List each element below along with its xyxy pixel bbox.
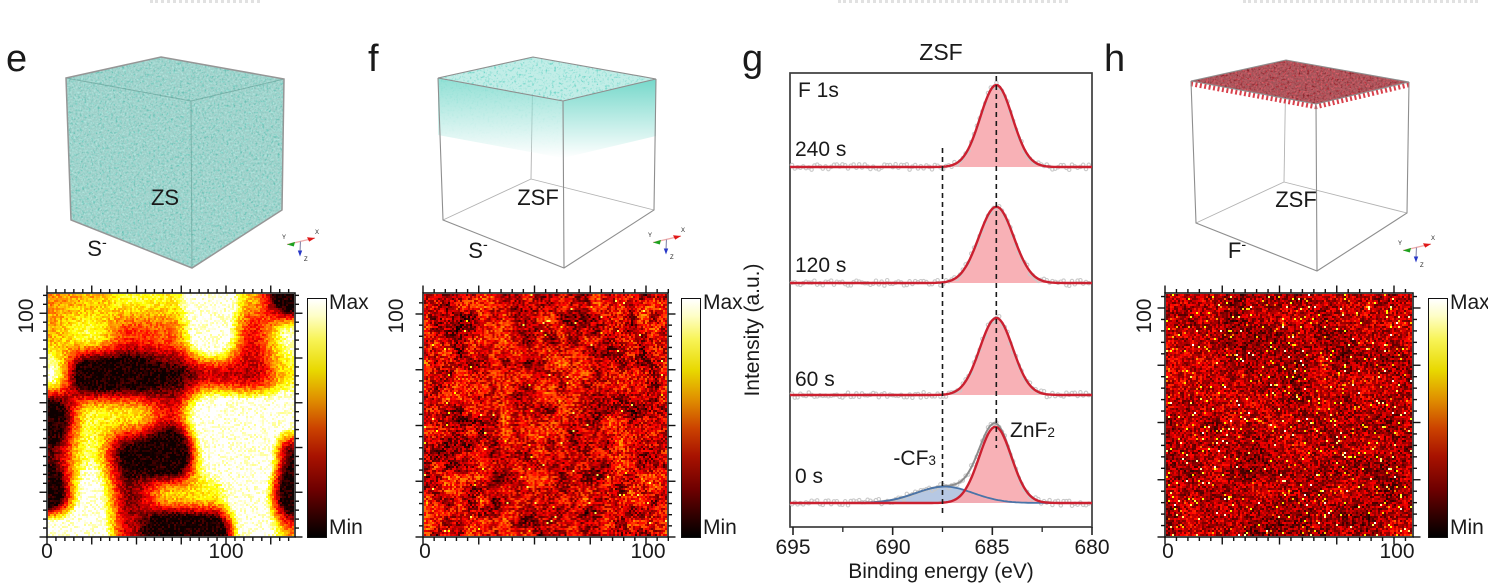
- x-tick-0: 0: [41, 540, 53, 563]
- svg-text:Z: Z: [304, 257, 308, 263]
- y-tick-100: 100: [14, 298, 38, 334]
- panel-letter-f: f: [368, 38, 379, 80]
- colorbar-e: [307, 298, 327, 538]
- cropped-text-remnant: [838, 0, 1068, 3]
- axis-triad-icon: Y X Z: [648, 228, 685, 261]
- ion-label-s-minus: S-: [87, 235, 107, 261]
- svg-text:Y: Y: [282, 235, 286, 241]
- cube-wireframe: [437, 56, 657, 269]
- colorbar-min-label: Min: [703, 516, 737, 539]
- cube-label-zsf: ZSF: [517, 185, 559, 210]
- svg-text:X: X: [1431, 236, 1435, 242]
- svg-text:X: X: [315, 230, 319, 236]
- series-label-120s: 120 s: [795, 254, 847, 277]
- colorbar-f: [681, 298, 701, 538]
- panel-letter-e: e: [6, 38, 28, 80]
- panel-letter-h: h: [1104, 38, 1126, 80]
- colorbar-h: [1428, 298, 1448, 538]
- xps-title: ZSF: [919, 39, 963, 65]
- svg-text:Z: Z: [1420, 263, 1424, 269]
- colorbar-min-label: Min: [329, 516, 363, 539]
- x-tick-100: 100: [1379, 540, 1415, 563]
- sims-map-h-canvas: [1166, 294, 1412, 536]
- y-tick-100: 100: [384, 298, 408, 334]
- colorbar-min-label: Min: [1450, 516, 1484, 539]
- peak-label-cf3: -CF3: [893, 447, 936, 470]
- svg-text:Z: Z: [670, 255, 674, 261]
- series-label-60s: 60 s: [795, 368, 835, 391]
- cropped-text-remnant: [1243, 0, 1478, 3]
- xps-tick-680: 680: [1074, 536, 1110, 559]
- sims-map-f-canvas: [424, 294, 667, 536]
- svg-text:X: X: [681, 228, 685, 234]
- svg-text:Y: Y: [648, 233, 652, 239]
- series-label-0s: 0 s: [795, 465, 824, 488]
- ion-label-f-minus: F-: [1227, 237, 1247, 263]
- cube-label-zsf: ZSF: [1275, 187, 1317, 212]
- cube-label-zs: ZS: [150, 185, 180, 210]
- colorbar-max-label: Max: [703, 291, 743, 314]
- cube-wireframe: [1190, 59, 1410, 272]
- panel-letter-g: g: [742, 38, 764, 80]
- cropped-text-remnant: [150, 0, 260, 3]
- 3d-volume-cube-h: [1190, 59, 1410, 272]
- axis-triad-icon: Y X Z: [1398, 236, 1435, 269]
- 3d-volume-cube-e: [65, 56, 285, 269]
- xps-corner-label: F 1s: [798, 79, 839, 102]
- x-tick-0: 0: [1162, 540, 1174, 563]
- axis-triad-icon: Y X Z: [282, 230, 319, 263]
- colorbar-max-label: Max: [329, 291, 369, 314]
- x-tick-0: 0: [419, 540, 431, 563]
- xps-ylabel: Intensity (a.u.): [740, 263, 764, 397]
- x-tick-100: 100: [630, 540, 666, 563]
- peak-label-znf2: ZnF2: [1010, 419, 1055, 442]
- xps-tick-685: 685: [974, 536, 1010, 559]
- svg-text:Y: Y: [1398, 241, 1402, 247]
- x-tick-100: 100: [208, 540, 244, 563]
- xps-tick-690: 690: [875, 536, 911, 559]
- ion-label-s-minus: S-: [468, 237, 488, 263]
- 3d-volume-cube-f: [437, 56, 657, 269]
- xps-xlabel: Binding energy (eV): [848, 560, 1034, 583]
- y-tick-100: 100: [1132, 298, 1156, 334]
- xps-tick-695: 695: [775, 536, 811, 559]
- series-label-240s: 240 s: [795, 138, 847, 161]
- colorbar-max-label: Max: [1450, 291, 1488, 314]
- sims-map-e-canvas: [48, 294, 294, 536]
